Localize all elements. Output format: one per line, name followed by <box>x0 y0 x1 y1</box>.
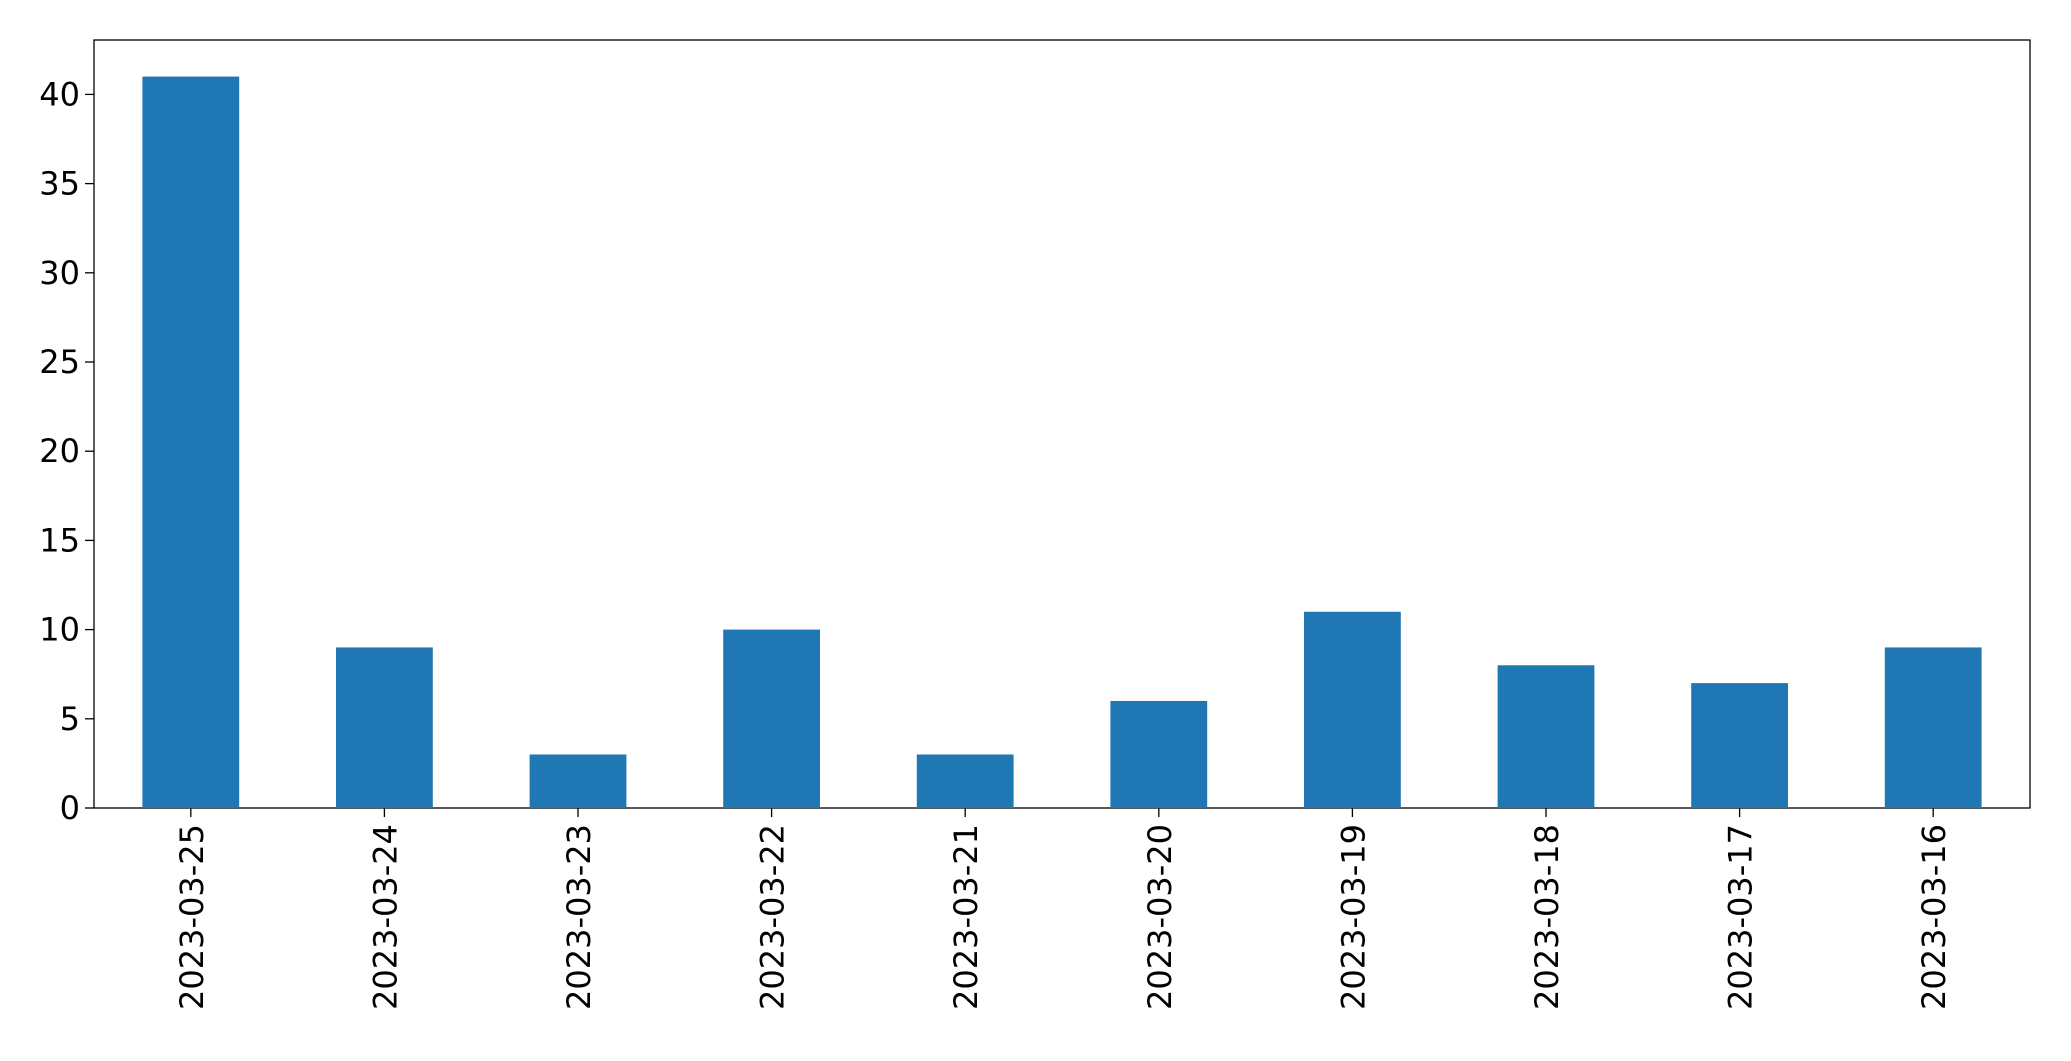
bar <box>723 629 820 808</box>
y-tick-label: 5 <box>60 700 80 738</box>
y-tick-label: 40 <box>39 75 80 113</box>
x-tick-label: 2023-03-19 <box>1334 824 1372 1010</box>
bar <box>1884 647 1982 808</box>
x-tick-label: 2023-03-16 <box>1915 824 1953 1010</box>
x-tick-label: 2023-03-20 <box>1141 824 1179 1010</box>
y-tick-label: 0 <box>60 789 80 827</box>
x-tick-label: 2023-03-17 <box>1722 824 1760 1010</box>
y-tick-label: 30 <box>39 254 80 292</box>
bar <box>142 76 240 809</box>
y-tick-label: 15 <box>39 521 80 559</box>
y-tick-label: 10 <box>39 611 80 649</box>
x-tick-label: 2023-03-22 <box>754 824 792 1010</box>
bar <box>336 647 433 808</box>
bar <box>1497 665 1595 808</box>
bar <box>1110 700 1208 808</box>
bar <box>916 754 1014 808</box>
x-tick-label: 2023-03-25 <box>173 824 211 1010</box>
y-tick-label: 35 <box>39 165 80 203</box>
x-tick-label: 2023-03-21 <box>947 824 985 1010</box>
plot-frame <box>93 39 2031 809</box>
bar <box>529 754 627 808</box>
bar <box>1304 611 1401 808</box>
x-tick-label: 2023-03-18 <box>1528 824 1566 1010</box>
y-tick-label: 20 <box>39 432 80 470</box>
y-tick-label: 25 <box>39 343 80 381</box>
x-tick-label: 2023-03-24 <box>366 824 404 1010</box>
x-tick-label: 2023-03-23 <box>560 824 598 1010</box>
bar <box>1691 683 1788 808</box>
